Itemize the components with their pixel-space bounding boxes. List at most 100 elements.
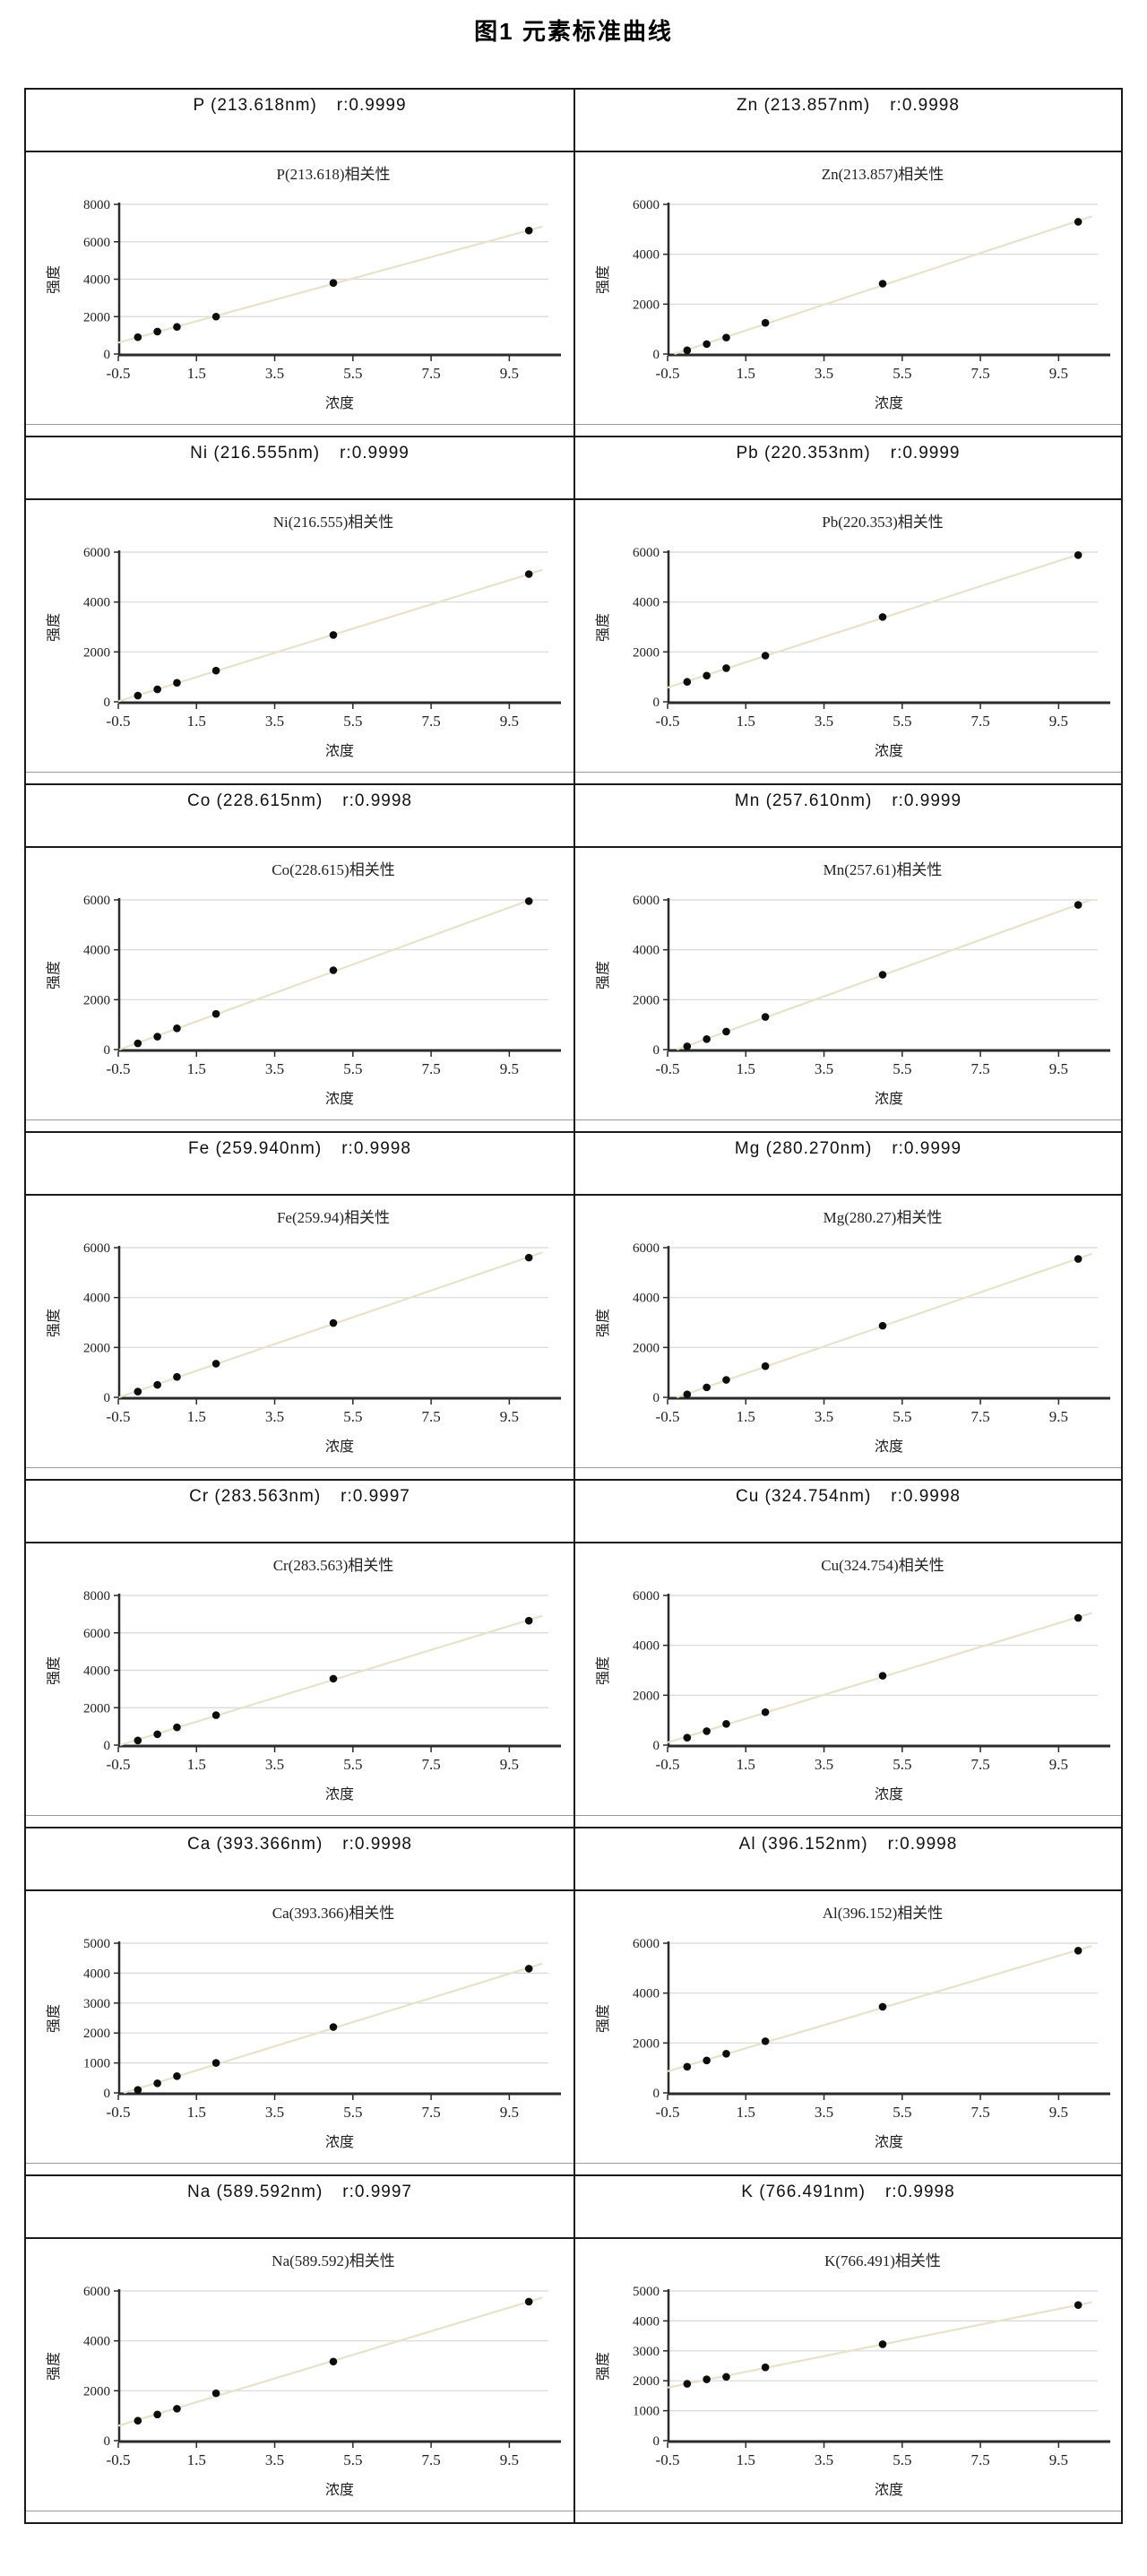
y-axis-label: 强度 [595, 1309, 611, 1337]
y-tick-label: 2000 [633, 1341, 660, 1355]
y-tick-label: 6000 [83, 1627, 110, 1641]
correlation-coefficient-label: r:0.9999 [890, 444, 961, 462]
y-axis-label: 强度 [46, 613, 62, 642]
x-tick-label: 1.5 [737, 2104, 755, 2121]
y-tick-label: 0 [104, 348, 111, 362]
data-point [153, 2410, 161, 2419]
chart-cell-Mn: Mn(257.61)相关性 强度 0 2000 4000 6000 -0.5 1.5 3.5 5.… [574, 848, 1121, 1131]
chart-image-Fe: Fe(259.94)相关性 强度 0 2000 4000 6000 -0.5 1.5 3.5 5.… [26, 1196, 574, 1468]
data-point [134, 333, 142, 341]
y-axis-label: 强度 [46, 961, 62, 990]
x-tick-label: 5.5 [893, 2104, 911, 2121]
section-chart-row: Na(589.592)相关性 强度 0 2000 4000 6000 -0.5 1.5 3.5 5… [26, 2239, 1121, 2522]
section-header-row: Fe (259.940nm) r:0.9998 Mg (280.270nm) r:0.… [26, 1133, 1121, 1196]
data-point [683, 1042, 692, 1050]
x-tick-label: 5.5 [893, 713, 911, 730]
y-tick-label: 0 [653, 1391, 660, 1405]
element-wavelength-label: Fe (259.940nm) [188, 1139, 323, 1158]
y-tick-label: 2000 [83, 310, 110, 324]
element-header-Zn: Zn (213.857nm) r:0.9998 [574, 90, 1121, 151]
data-point [524, 1253, 533, 1262]
correlation-coefficient-label: r:0.9998 [342, 791, 413, 810]
y-tick-label: 0 [653, 2434, 660, 2449]
x-tick-label: 9.5 [1049, 2451, 1068, 2468]
x-tick-label: 1.5 [187, 1408, 206, 1425]
y-tick-label: 0 [104, 1391, 111, 1405]
data-point [683, 1390, 692, 1398]
x-tick-label: 3.5 [265, 1060, 284, 1077]
x-tick-label: -0.5 [656, 365, 680, 382]
data-point [329, 1674, 338, 1683]
x-tick-label: 3.5 [815, 2451, 833, 2468]
x-tick-label: 7.5 [970, 2451, 989, 2468]
x-axis-label: 浓度 [875, 1786, 903, 1802]
x-tick-label: 7.5 [421, 1756, 440, 1773]
data-point [211, 2059, 220, 2067]
data-point [722, 1376, 730, 1384]
data-point [153, 1380, 161, 1389]
y-tick-label: 2000 [633, 298, 660, 312]
y-tick-label: 4000 [633, 1987, 660, 2001]
trend-line [118, 898, 531, 1051]
x-tick-label: 1.5 [187, 1060, 206, 1077]
x-tick-label: 3.5 [815, 1060, 833, 1077]
data-point [173, 1372, 181, 1381]
chart-cell-P: P(213.618)相关性 强度 0 2000 4000 6000 8000 -0.5 1.5 3… [26, 152, 574, 436]
data-point [153, 685, 161, 694]
y-tick-label: 2000 [633, 2374, 660, 2389]
y-tick-label: 1000 [633, 2405, 660, 2419]
x-tick-label: 1.5 [187, 2104, 206, 2121]
y-tick-label: 4000 [633, 1639, 660, 1654]
x-tick-label: 1.5 [737, 1408, 755, 1425]
x-tick-label: 5.5 [343, 713, 362, 730]
data-point [134, 1736, 142, 1745]
y-axis-label: 强度 [595, 613, 611, 642]
y-tick-label: 0 [653, 2087, 660, 2101]
x-tick-label: 9.5 [500, 1756, 519, 1773]
x-axis-label: 浓度 [325, 1786, 354, 1802]
correlation-coefficient-label: r:0.9998 [342, 1835, 413, 1854]
data-point [878, 2340, 887, 2348]
data-point [722, 333, 730, 341]
data-point [524, 226, 533, 235]
data-point [134, 1039, 142, 1048]
chart-cell-Mg: Mg(280.27)相关性 强度 0 2000 4000 6000 -0.5 1.5 3.5 5.… [574, 1196, 1121, 1479]
x-tick-label: 3.5 [815, 1408, 833, 1425]
y-tick-label: 4000 [83, 944, 110, 958]
data-point [722, 2373, 730, 2382]
data-point [211, 666, 220, 675]
x-tick-label: 9.5 [500, 2451, 519, 2468]
data-point [703, 1727, 711, 1735]
y-tick-label: 0 [104, 2087, 111, 2101]
x-tick-label: 7.5 [970, 1408, 989, 1425]
x-axis-label: 浓度 [875, 743, 903, 759]
data-point [329, 2357, 338, 2366]
chart-title: P(213.618)相关性 [276, 166, 390, 183]
element-header-Al: Al (396.152nm) r:0.9998 [574, 1828, 1121, 1889]
y-tick-label: 6000 [83, 1241, 110, 1256]
x-axis-label: 浓度 [325, 395, 354, 411]
data-point [878, 1321, 887, 1330]
element-header-Mg: Mg (280.270nm) r:0.9999 [574, 1133, 1121, 1194]
section-chart-row: Ca(393.366)相关性 强度 0 1000 2000 3000 4000 5000 -0.… [26, 1891, 1121, 2176]
element-wavelength-label: Mn (257.610nm) [734, 791, 873, 810]
x-axis-label: 浓度 [325, 2482, 354, 2498]
correlation-coefficient-label: r:0.9999 [336, 96, 407, 115]
x-tick-label: 1.5 [737, 1060, 755, 1077]
data-point [761, 1013, 770, 1021]
element-header-Mn: Mn (257.610nm) r:0.9999 [574, 785, 1121, 846]
correlation-coefficient-label: r:0.9997 [341, 1487, 410, 1506]
data-point [524, 1616, 533, 1625]
chart-title: Fe(259.94)相关性 [277, 1209, 390, 1226]
x-tick-label: 7.5 [970, 713, 989, 730]
x-axis-label: 浓度 [875, 1091, 903, 1107]
chart-image-K: K(766.491)相关性 强度 0 1000 2000 3000 4000 5000 -0.5… [575, 2239, 1121, 2511]
chart-image-Co: Co(228.615)相关性 强度 0 2000 4000 6000 -0.5 1.5 3.5 5… [26, 848, 574, 1120]
y-tick-label: 6000 [83, 2285, 110, 2299]
chart-title: Pb(220.353)相关性 [822, 514, 944, 531]
x-tick-label: 7.5 [970, 2104, 989, 2121]
y-tick-label: 0 [653, 348, 660, 362]
y-tick-label: 6000 [83, 894, 110, 908]
